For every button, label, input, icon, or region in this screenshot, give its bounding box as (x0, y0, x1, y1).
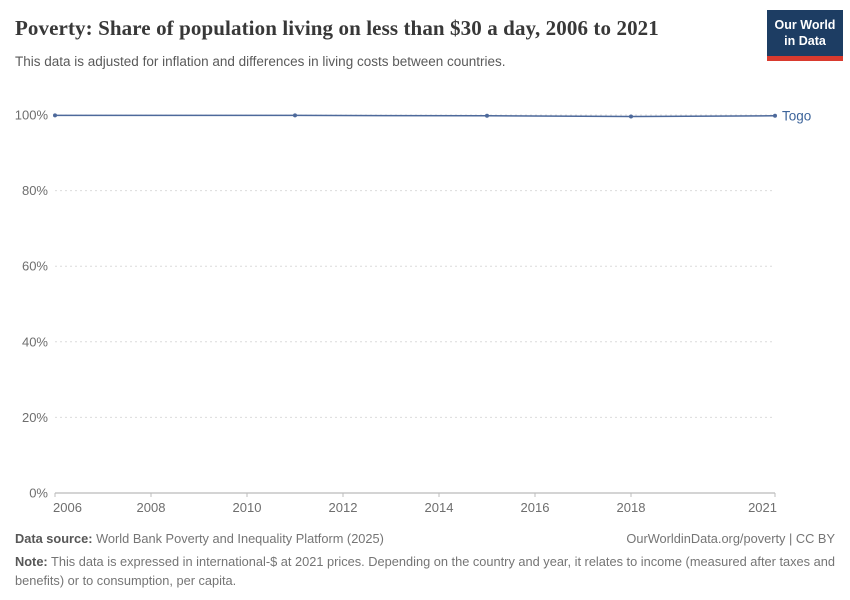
y-tick-label-20: 20% (22, 410, 48, 425)
x-tick-label-2016: 2016 (521, 500, 550, 515)
note-text: This data is expressed in international-… (15, 554, 835, 589)
data-source-label: Data source: (15, 531, 93, 546)
x-tick-label-2018: 2018 (617, 500, 646, 515)
y-tick-label-80: 80% (22, 183, 48, 198)
owid-logo[interactable]: Our World in Data (767, 10, 843, 61)
chart-header: Poverty: Share of population living on l… (15, 13, 835, 69)
x-tick-label-2014: 2014 (425, 500, 454, 515)
y-tick-label-60: 60% (22, 259, 48, 274)
y-tick-label-0: 0% (29, 486, 48, 501)
data-point-togo-2021[interactable] (773, 113, 777, 118)
data-source: Data source: World Bank Poverty and Ineq… (15, 529, 384, 548)
license-link[interactable]: OurWorldinData.org/poverty | CC BY (626, 531, 835, 546)
y-tick-label-100: 100% (15, 108, 49, 123)
data-point-togo-2015[interactable] (485, 113, 489, 118)
data-point-togo-2018[interactable] (629, 114, 633, 119)
data-source-text: World Bank Poverty and Inequality Platfo… (92, 531, 384, 546)
series-line-togo[interactable] (55, 114, 776, 118)
series-label-togo[interactable]: Togo (782, 108, 811, 123)
x-tick-label-2008: 2008 (137, 500, 166, 515)
x-tick-label-2010: 2010 (233, 500, 262, 515)
owid-logo-line2: in Data (784, 34, 826, 49)
owid-logo-line1: Our World (774, 18, 836, 32)
chart-svg: 0% 20% 40% 60% 80% 100% 2006 2008 2010 2012 2014 20… (15, 108, 812, 516)
data-point-togo-2006[interactable] (53, 113, 57, 118)
y-tick-label-40: 40% (22, 334, 48, 349)
x-tick-label-2021: 2021 (748, 500, 777, 515)
chart-title: Poverty: Share of population living on l… (15, 16, 659, 40)
data-point-togo-2011[interactable] (293, 113, 297, 118)
note-label: Note: (15, 554, 48, 570)
footer-source-row: Data source: World Bank Poverty and Ineq… (15, 529, 835, 548)
footer-note: Note: This data is expressed in internat… (15, 552, 835, 590)
x-tick-label-2012: 2012 (329, 500, 358, 515)
chart-subtitle: This data is adjusted for inflation and … (15, 53, 506, 69)
chart-footer: Data source: World Bank Poverty and Ineq… (15, 529, 835, 591)
x-tick-label-2006: 2006 (53, 500, 82, 515)
